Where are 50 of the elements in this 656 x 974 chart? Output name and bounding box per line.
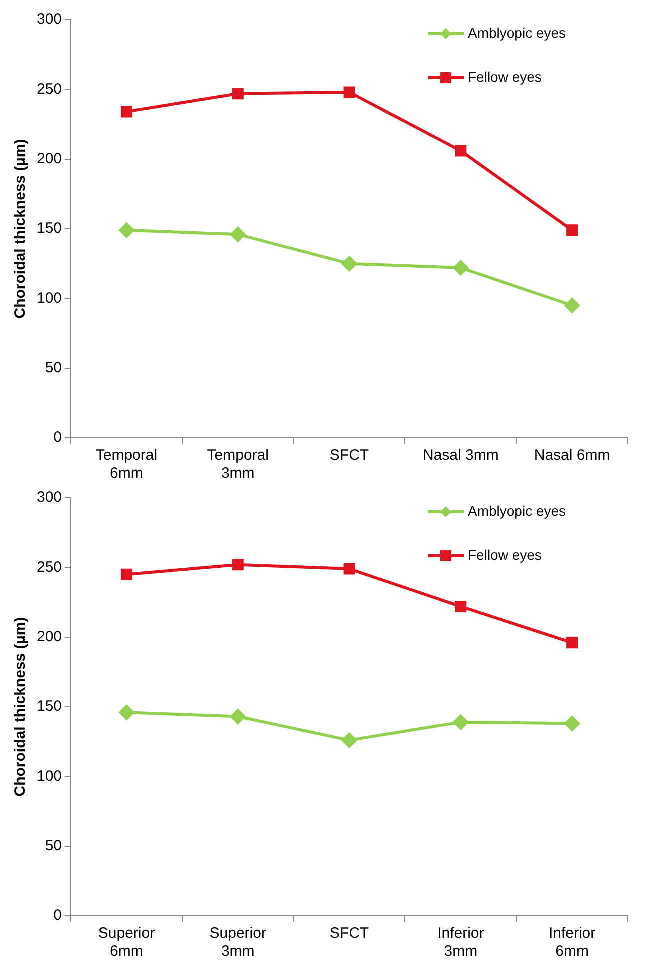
x-tick-label: Inferior 6mm [548,925,596,960]
y-tick-label: 250 [36,80,62,98]
legend-label: Amblyopic eyes [468,502,566,519]
point [232,559,244,571]
y-tick-label: 50 [45,359,62,376]
point [342,256,358,272]
point [564,716,580,732]
point [230,709,246,724]
point [344,86,356,98]
point [342,732,358,748]
point [455,600,467,612]
x-tick-label: Inferior 3mm [438,925,484,960]
x-tick-label: Nasal 3mm [422,447,499,464]
y-axis-title: Choroidal thickness (µm) [12,617,30,797]
legend-label: Fellow eyes [468,68,542,85]
legend-label: Fellow eyes [468,546,542,563]
point [566,224,578,236]
x-tick-label: Temporal 6mm [96,447,158,482]
legend-label: Amblyopic eyes [468,24,566,41]
point [119,222,134,238]
y-tick-label: 150 [36,698,62,716]
point [119,705,134,720]
point [453,260,468,276]
y-tick-label: 300 [36,489,62,506]
x-tick-label: Temporal 3mm [207,447,269,482]
y-tick-label: 200 [36,150,62,168]
point [230,227,246,242]
point [120,568,132,580]
point [232,88,244,100]
y-tick-label: 50 [45,837,62,854]
x-tick-label: SFCT [330,925,370,942]
y-tick-label: 250 [36,558,62,576]
x-tick-label: Superior 6mm [98,925,156,960]
y-tick-label: 0 [54,429,62,446]
y-tick-label: 150 [36,220,62,238]
y-tick-label: 100 [36,290,62,307]
point [566,637,578,649]
y-tick-label: 0 [54,907,62,924]
x-tick-label: Superior 3mm [210,925,266,960]
point [453,714,468,730]
x-tick-label: Nasal 6mm [534,447,610,464]
y-tick-label: 100 [36,768,62,785]
point [120,106,132,118]
y-axis-title: Choroidal thickness (µm) [12,139,30,319]
point [455,145,467,157]
point [344,563,356,575]
x-tick-label: SFCT [330,447,370,464]
point [564,298,580,314]
y-tick-label: 300 [36,11,62,28]
y-tick-label: 200 [36,628,62,646]
